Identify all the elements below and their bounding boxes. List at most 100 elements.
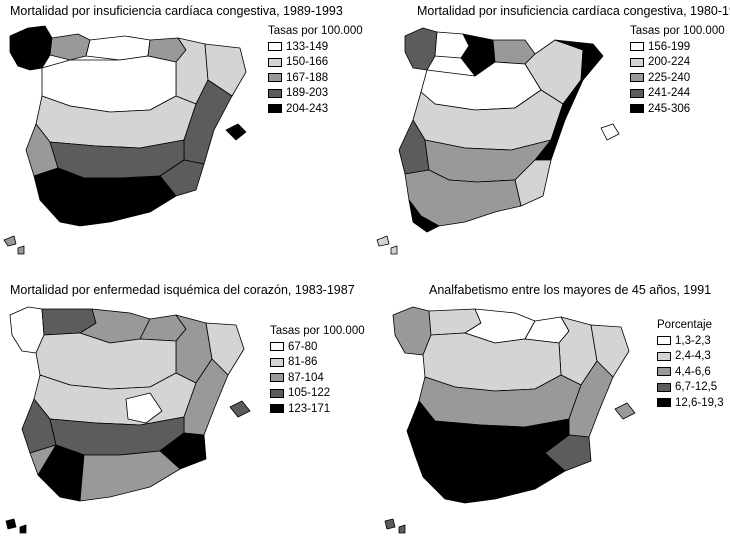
- spain-province-map: [384, 306, 636, 534]
- panel-title: Mortalidad por insuficiencia cardíaca co…: [417, 4, 730, 18]
- legend-label: 67-80: [288, 340, 318, 353]
- legend-swatch: [270, 404, 284, 414]
- murcia-region: [544, 434, 592, 472]
- map-panel-chf-1980-1984: Mortalidad por insuficiencia cardíaca co…: [365, 0, 730, 269]
- legend-item: 105-122: [270, 386, 365, 402]
- canary-islands: [384, 518, 406, 534]
- murcia-region: [514, 159, 552, 207]
- spain-province-map: [5, 306, 251, 534]
- map-legend: Tasas por 100.000 156-199 200-224 225-24…: [630, 25, 725, 117]
- legend-label: 167-188: [286, 71, 329, 84]
- legend-item: 167-188: [268, 70, 363, 86]
- legend-label: 123-171: [288, 402, 331, 415]
- legend-label: 87-104: [288, 371, 324, 384]
- galicia-region: [392, 306, 432, 356]
- legend-swatch: [270, 357, 284, 367]
- legend-item: 81-86: [270, 355, 365, 371]
- legend-swatch: [268, 88, 282, 98]
- murcia-region: [159, 159, 205, 197]
- legend-swatch: [630, 42, 644, 52]
- legend-label: 133-149: [286, 40, 329, 53]
- legend-swatch: [630, 57, 644, 67]
- catalonia-region: [204, 43, 247, 97]
- legend-title: Porcentaje: [657, 319, 712, 331]
- legend-label: 1,3-2,3: [675, 334, 711, 347]
- legend-item: 200-224: [630, 55, 725, 71]
- legend-item: 67-80: [270, 339, 365, 355]
- panel-title: Analfabetismo entre los mayores de 45 añ…: [429, 283, 712, 297]
- canary-islands: [5, 518, 27, 534]
- legend-label: 225-240: [648, 71, 691, 84]
- castile-north-region: [422, 332, 562, 392]
- legend-label: 4,4-6,6: [675, 365, 711, 378]
- cantabrian-region: [85, 35, 151, 61]
- legend-swatch: [657, 351, 671, 361]
- balearic-islands: [614, 402, 636, 420]
- legend-title: Tasas por 100.000: [630, 25, 725, 37]
- legend-swatch: [268, 73, 282, 83]
- legend-item: 156-199: [630, 39, 725, 55]
- legend-label: 245-306: [648, 102, 691, 115]
- legend-swatch: [270, 342, 284, 352]
- balearic-islands: [600, 123, 620, 141]
- legend-swatch: [657, 398, 671, 408]
- legend-item: 12,6-19,3: [657, 395, 724, 411]
- madrid-region: [125, 392, 163, 424]
- legend-item: 6,7-12,5: [657, 380, 724, 396]
- map-panel-illiteracy-1991: Analfabetismo entre los mayores de 45 añ…: [365, 269, 730, 538]
- panel-title: Mortalidad por enfermedad isquémica del …: [10, 283, 355, 297]
- legend-swatch: [268, 104, 282, 114]
- legend-item: 1,3-2,3: [657, 333, 724, 349]
- legend-swatch: [630, 73, 644, 83]
- legend-swatch: [268, 42, 282, 52]
- legend-item: 123-171: [270, 401, 365, 417]
- legend-label: 200-224: [648, 56, 691, 69]
- legend-swatch: [657, 336, 671, 346]
- legend-label: 2,4-4,3: [675, 350, 711, 363]
- legend-swatch: [268, 57, 282, 67]
- andalusia-region: [33, 167, 177, 227]
- legend-swatch: [270, 388, 284, 398]
- legend-label: 189-203: [286, 87, 329, 100]
- canary-islands: [376, 235, 398, 255]
- balearic-islands: [229, 400, 251, 418]
- map-legend: Tasas por 100.000 133-149 150-166 167-18…: [268, 25, 363, 117]
- legend-item: 150-166: [268, 55, 363, 71]
- canary-islands: [3, 235, 25, 255]
- map-legend: Tasas por 100.000 67-80 81-86 87-104 105…: [270, 325, 365, 417]
- andalusia-west-region: [408, 199, 440, 233]
- murcia-region: [159, 432, 207, 470]
- legend-swatch: [270, 373, 284, 383]
- legend-swatch: [630, 88, 644, 98]
- legend-item: 133-149: [268, 39, 363, 55]
- northwest-coast-region: [49, 33, 91, 61]
- legend-label: 150-166: [286, 56, 329, 69]
- legend-item: 245-306: [630, 101, 725, 117]
- legend-label: 105-122: [288, 387, 331, 400]
- map-legend: Porcentaje 1,3-2,3 2,4-4,3 4,4-6,6 6,7-1…: [657, 319, 724, 411]
- legend-label: 156-199: [648, 40, 691, 53]
- legend-title: Tasas por 100.000: [270, 325, 365, 337]
- map-panel-chf-1989-1993: Mortalidad por insuficiencia cardíaca co…: [0, 0, 365, 269]
- balearic-islands: [225, 123, 247, 141]
- legend-item: 204-243: [268, 101, 363, 117]
- spain-province-map: [3, 25, 247, 255]
- legend-item: 241-244: [630, 86, 725, 102]
- legend-label: 204-243: [286, 102, 329, 115]
- legend-item: 225-240: [630, 70, 725, 86]
- legend-swatch: [630, 104, 644, 114]
- andalusia-west-region: [37, 444, 85, 502]
- legend-label: 241-244: [648, 87, 691, 100]
- galicia-region: [404, 27, 438, 71]
- legend-label: 81-86: [288, 356, 318, 369]
- legend-item: 2,4-4,3: [657, 349, 724, 365]
- map-panel-ischemic-1983-1987: Mortalidad por enfermedad isquémica del …: [0, 269, 365, 538]
- legend-item: 4,4-6,6: [657, 364, 724, 380]
- legend-item: 189-203: [268, 86, 363, 102]
- legend-item: 87-104: [270, 370, 365, 386]
- andalusia-region: [414, 446, 566, 504]
- legend-label: 12,6-19,3: [675, 396, 724, 409]
- legend-swatch: [657, 367, 671, 377]
- legend-swatch: [657, 382, 671, 392]
- legend-label: 6,7-12,5: [675, 381, 718, 394]
